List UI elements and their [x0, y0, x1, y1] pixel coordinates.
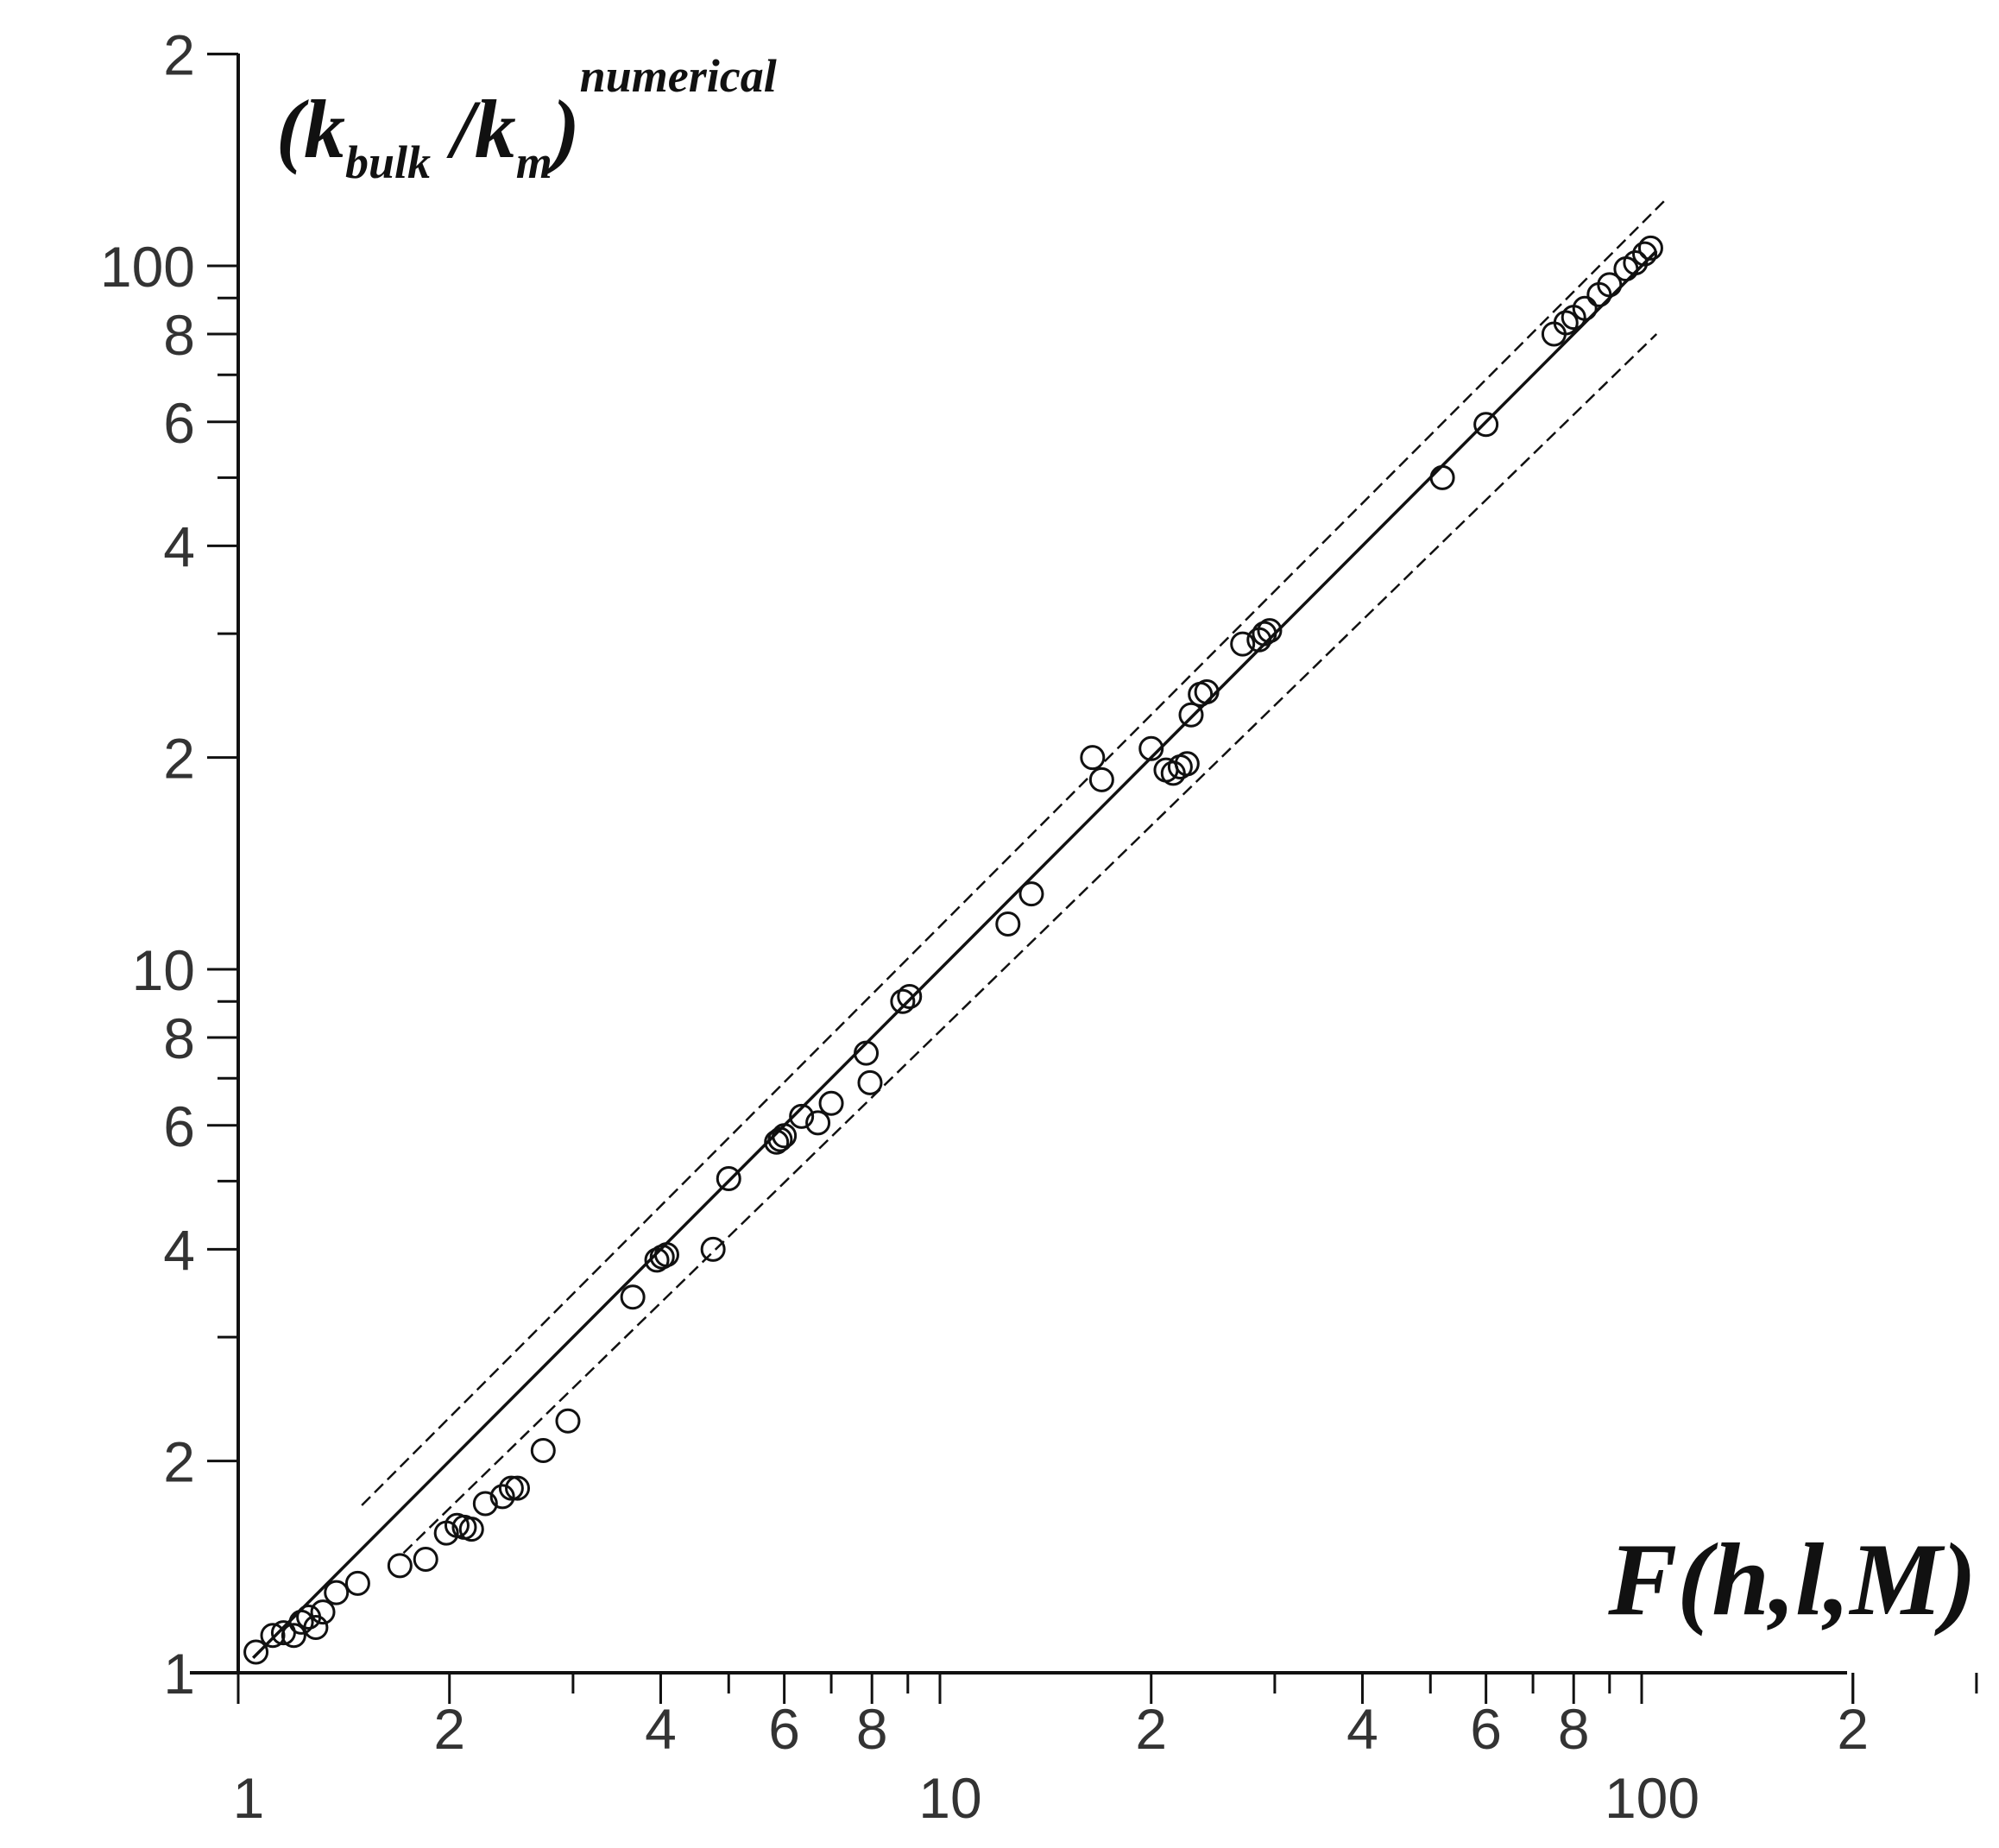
upper-bound-dashed-line — [361, 199, 1667, 1506]
data-point — [458, 1517, 484, 1542]
lower-bound-dashed-line — [402, 333, 1658, 1555]
data-point — [288, 1609, 314, 1635]
fit-line — [251, 249, 1658, 1659]
data-point — [653, 1242, 679, 1268]
data-point — [995, 911, 1021, 937]
data-point — [1429, 464, 1455, 490]
data-point — [716, 1166, 741, 1192]
data-point — [1252, 621, 1277, 646]
data-point — [1572, 295, 1598, 321]
data-point — [472, 1491, 498, 1517]
data-point — [344, 1570, 370, 1596]
data-point — [1637, 235, 1663, 261]
data-points — [243, 235, 1663, 1665]
data-point — [387, 1553, 413, 1579]
data-point — [700, 1236, 726, 1262]
data-point — [890, 988, 916, 1014]
data-point — [1174, 751, 1200, 777]
x-tick-label: 6 — [1470, 1697, 1502, 1761]
y-title-main: (k — [276, 83, 345, 175]
x-axis-ticks — [236, 1673, 1978, 1704]
reference-lines — [251, 199, 1667, 1659]
x-tick-label: 100 — [1605, 1766, 1699, 1830]
y-tick-label: 4 — [163, 514, 195, 578]
data-point — [1473, 412, 1499, 438]
y-title-sup: numerical — [580, 50, 777, 102]
data-point — [789, 1103, 815, 1129]
y-tick-label: 10 — [132, 938, 195, 1002]
data-point — [281, 1623, 306, 1649]
x-tick-label: 2 — [1135, 1697, 1167, 1761]
x-tick-label: 8 — [856, 1697, 888, 1761]
y-tick-label: 2 — [163, 1430, 195, 1494]
data-point — [1553, 310, 1579, 336]
data-point — [413, 1546, 438, 1572]
data-point — [1018, 881, 1044, 907]
data-point — [818, 1090, 844, 1116]
data-point — [1160, 760, 1186, 786]
y-tick-label: 100 — [100, 235, 195, 299]
data-point — [498, 1475, 524, 1501]
data-point — [1230, 631, 1256, 657]
y-tick-label: 2 — [163, 23, 195, 87]
x-tick-label: 6 — [768, 1697, 800, 1761]
y-tick-label: 8 — [163, 1006, 195, 1070]
x-tick-label: 2 — [433, 1697, 465, 1761]
x-axis-title: F(h,l,M) — [1607, 1522, 1977, 1637]
data-point — [310, 1599, 336, 1625]
x-tick-label: 8 — [1558, 1697, 1590, 1761]
data-point — [1194, 679, 1220, 705]
data-point — [530, 1437, 556, 1463]
data-point — [805, 1110, 831, 1136]
x-tick-label: 1 — [233, 1766, 265, 1830]
x-tick-label: 4 — [1346, 1697, 1378, 1761]
data-point — [243, 1639, 269, 1665]
y-title-mid: /k — [431, 83, 516, 175]
data-point — [489, 1484, 515, 1510]
y-tick-label: 6 — [163, 1094, 195, 1158]
axes — [190, 54, 1847, 1675]
data-point — [1080, 745, 1106, 771]
data-point — [1257, 618, 1283, 644]
y-tick-label: 2 — [163, 727, 195, 791]
y-tick-label: 1 — [163, 1642, 195, 1706]
data-point — [1088, 766, 1114, 792]
y-axis-title: (kbulk /km)numerical — [276, 50, 777, 188]
y-title-sub-m: m — [516, 136, 552, 188]
data-point — [1623, 249, 1649, 275]
data-point — [555, 1408, 581, 1434]
x-tick-label: 4 — [645, 1697, 677, 1761]
data-point — [620, 1284, 646, 1310]
data-point — [303, 1614, 329, 1640]
data-point — [897, 983, 923, 1009]
y-title-sub-bulk: bulk — [345, 136, 431, 188]
data-point — [772, 1123, 798, 1149]
y-tick-label: 8 — [163, 303, 195, 367]
data-point — [854, 1040, 880, 1066]
y-tick-label: 6 — [163, 391, 195, 455]
data-point — [1178, 702, 1204, 728]
data-point — [767, 1126, 793, 1152]
x-tick-label: 10 — [918, 1766, 981, 1830]
y-axis-ticks — [207, 53, 238, 1675]
data-point — [505, 1475, 531, 1501]
x-tick-label: 2 — [1837, 1697, 1869, 1761]
data-point — [1138, 735, 1164, 761]
data-point — [1597, 272, 1623, 298]
data-point — [764, 1129, 790, 1155]
data-point — [857, 1069, 883, 1095]
y-tick-label: 4 — [163, 1218, 195, 1282]
data-point — [324, 1580, 350, 1605]
data-point — [260, 1623, 286, 1649]
data-point — [1632, 241, 1658, 267]
